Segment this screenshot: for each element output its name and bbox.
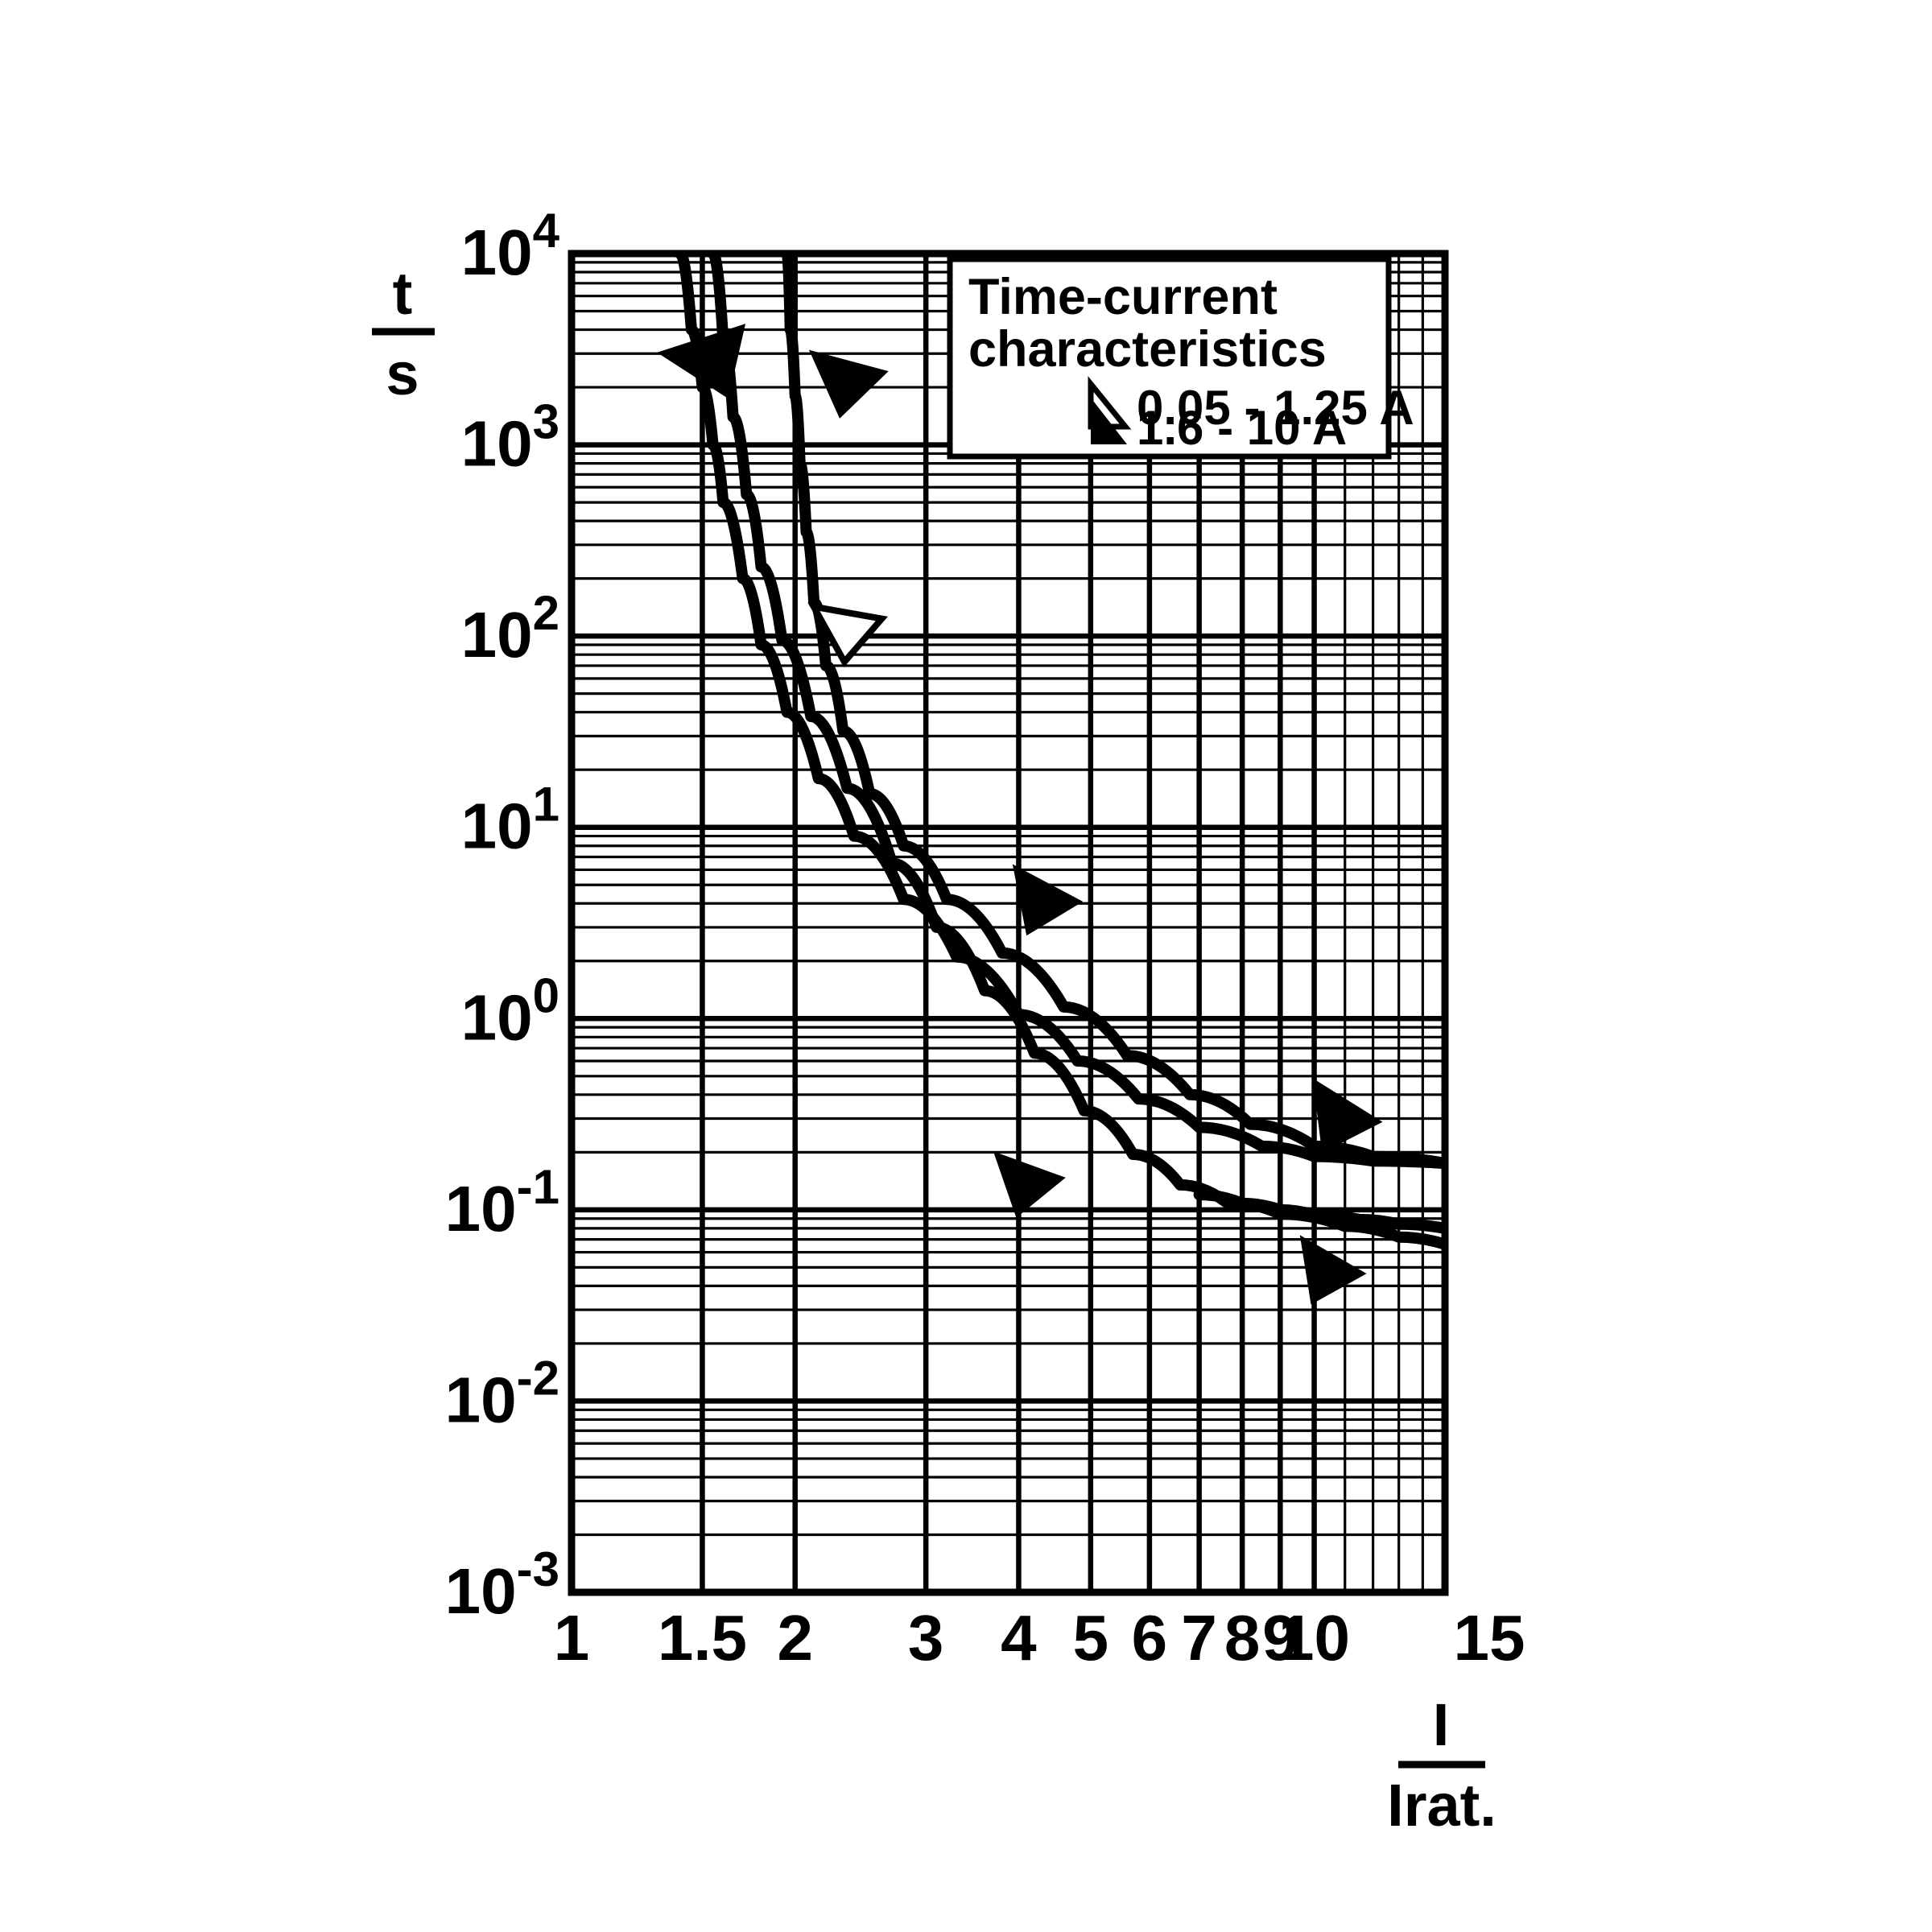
- curve-3: [1193, 1189, 1445, 1234]
- legend-entry-1-label: 1.6 - 10 A: [1137, 401, 1347, 455]
- y-tick-label: 103: [461, 395, 559, 480]
- filled-triangle-marker: [1299, 1235, 1367, 1305]
- legend-entry-0-label: 0.05 - 1.25 A: [1137, 381, 1414, 435]
- y-axis-denominator: s: [386, 341, 419, 407]
- x-tick-label: 4: [1001, 1602, 1037, 1674]
- filled-triangle-marker: [657, 324, 746, 399]
- curve-0: [674, 254, 1445, 1170]
- curve-direction-markers: [657, 324, 1383, 1305]
- x-tick-label: 1.5: [658, 1602, 747, 1674]
- x-tick-label: 15: [1454, 1602, 1525, 1674]
- x-axis-denominator: Irat.: [1387, 1772, 1496, 1839]
- y-tick-label: 102: [461, 586, 559, 671]
- major-gridlines: [568, 250, 1448, 1596]
- x-tick-label: 5: [1073, 1602, 1109, 1674]
- x-tick-label: 6: [1132, 1602, 1168, 1674]
- x-tick-label: 3: [908, 1602, 944, 1674]
- x-tick-label: 1: [554, 1602, 590, 1674]
- curve-1: [781, 254, 1445, 1170]
- y-tick-label: 10-2: [445, 1351, 559, 1435]
- hollow-triangle-marker: [807, 602, 889, 668]
- y-tick-label: 104: [461, 204, 560, 288]
- filled-triangle-marker: [993, 1151, 1066, 1218]
- plot-frame: [568, 250, 1449, 1596]
- x-tick-label: 7: [1181, 1602, 1217, 1674]
- x-tick-label: 10: [1278, 1602, 1350, 1674]
- y-axis-numerator: t: [393, 260, 413, 327]
- y-tick-label: 10-3: [445, 1542, 559, 1627]
- characteristic-curves: [674, 254, 1445, 1250]
- filled-triangle-marker: [808, 349, 889, 419]
- filled-triangle-marker: [1012, 864, 1084, 936]
- filled-triangle-icon: [1091, 398, 1127, 444]
- y-tick-label: 100: [461, 968, 559, 1053]
- y-tick-label: 10-1: [445, 1160, 559, 1245]
- x-axis-tick-labels: 1 1.5 2 3 4 5 6 7 8 910 15: [554, 1602, 1525, 1674]
- legend-title-line1: Time-current: [968, 269, 1278, 325]
- x-tick-label: 8: [1224, 1602, 1261, 1674]
- y-axis-tick-labels: 104 103 102 101 100 10-1 10-2 10-3: [445, 204, 560, 1627]
- x-tick-label: 2: [777, 1602, 813, 1674]
- x-tick-label: 9: [1262, 1602, 1298, 1674]
- y-axis-title: t s: [372, 260, 435, 407]
- x-axis-title: I Irat.: [1387, 1691, 1496, 1839]
- legend-box: [947, 256, 1392, 460]
- legend-title-line2: characteristics: [968, 321, 1327, 378]
- x-axis-numerator: I: [1433, 1691, 1450, 1758]
- legend: Time-current characteristics 0.05 - 1.25…: [947, 256, 1414, 460]
- filled-triangle-marker: [1312, 1078, 1383, 1154]
- y-tick-label: 101: [461, 778, 559, 862]
